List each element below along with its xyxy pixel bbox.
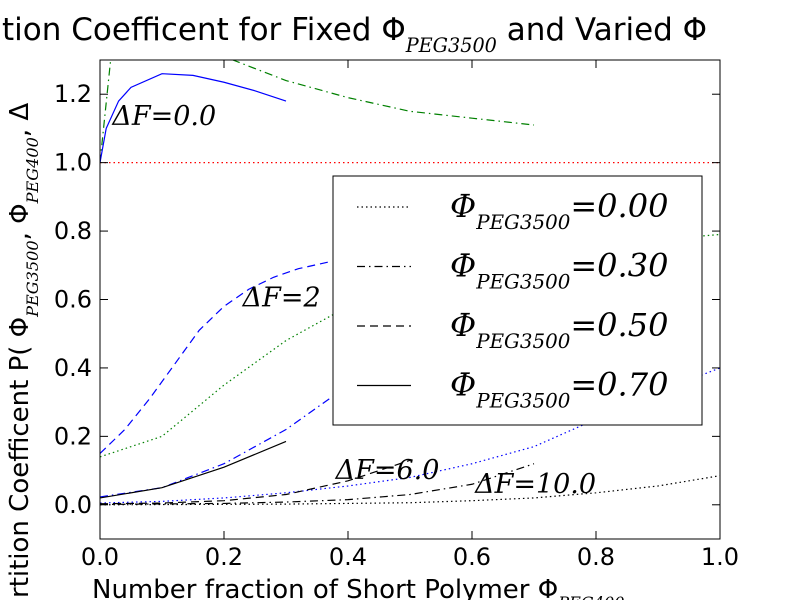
- legend-label: ΦPEG3500=0.50: [450, 306, 668, 353]
- x-tick-label: 1.0: [701, 543, 739, 571]
- plot-lines: ΔF=0.0 ΔF=2 ΔF=6.0 ΔF=10.0: [100, 60, 720, 506]
- text-part: Φ: [450, 187, 476, 225]
- text-part: tion Coefficent for Fixed Φ: [2, 12, 406, 48]
- series-line: [100, 440, 287, 499]
- subscript: PEG3500: [475, 270, 570, 293]
- series-line: [100, 459, 411, 505]
- x-axis-label: Number fraction of Short Polymer ΦPEG400: [92, 575, 624, 600]
- text-part: =0.30: [570, 247, 668, 285]
- subscript: PEG3500: [475, 389, 570, 412]
- text-part: =0.00: [570, 187, 668, 225]
- text-part: rtition Coefficent P( Φ: [5, 317, 35, 598]
- x-tick-label: 0.8: [577, 543, 615, 571]
- y-tick-label: 0.2: [54, 422, 92, 450]
- chart-title: tion Coefficent for Fixed ΦPEG3500 and V…: [2, 12, 707, 57]
- x-tick-label: 0.4: [329, 543, 367, 571]
- y-tick-label: 0.6: [54, 286, 92, 314]
- legend: ΦPEG3500=0.00ΦPEG3500=0.30ΦPEG3500=0.50Φ…: [332, 175, 703, 426]
- y-axis-label: rtition Coefficent P( ΦPEG3500, ΦPEG400,…: [5, 103, 42, 598]
- y-tick-label: 1.0: [54, 149, 92, 177]
- text-part: and Varied Φ: [497, 12, 707, 48]
- legend-label: ΦPEG3500=0.30: [450, 247, 668, 294]
- y-tick-label: 1.2: [54, 80, 92, 108]
- text-part: Number fraction of Short Polymer Φ: [92, 575, 558, 600]
- series-line: [100, 367, 720, 504]
- text-part: Φ: [450, 366, 476, 404]
- text-part: =0.50: [570, 306, 668, 344]
- subscript: PEG3500: [23, 240, 42, 317]
- legend-box: [332, 175, 703, 426]
- annotation: ΔF=6.0: [335, 455, 440, 486]
- legend-label: ΦPEG3500=0.00: [450, 187, 668, 234]
- x-tick-label: 0.2: [205, 543, 243, 571]
- subscript: PEG3500: [475, 211, 570, 234]
- annotation: ΔF=0.0: [111, 101, 216, 132]
- subscript: PEG3500: [475, 330, 570, 353]
- series-line: [100, 60, 535, 163]
- annotation: ΔF=10.0: [474, 469, 596, 500]
- x-tick-label: 0.6: [453, 543, 491, 571]
- x-tick-label: 0.0: [81, 543, 119, 571]
- legend-label: ΦPEG3500=0.70: [450, 366, 668, 413]
- subscript: PEG3500: [405, 34, 497, 57]
- y-tick-label: 0.8: [54, 217, 92, 245]
- subscript: PEG400: [23, 137, 42, 204]
- subscript: PEG400: [557, 593, 624, 600]
- annotation: ΔF=2: [242, 282, 321, 313]
- y-tick-label: 0.0: [54, 491, 92, 519]
- text-part: Φ: [450, 247, 476, 285]
- series-line: [100, 73, 287, 163]
- text-part: , Δ: [5, 103, 35, 138]
- text-part: Φ: [450, 306, 476, 344]
- series-line: [100, 463, 535, 506]
- text-part: =0.70: [570, 366, 668, 404]
- y-tick-label: 0.4: [54, 354, 92, 382]
- text-part: , Φ: [5, 203, 35, 240]
